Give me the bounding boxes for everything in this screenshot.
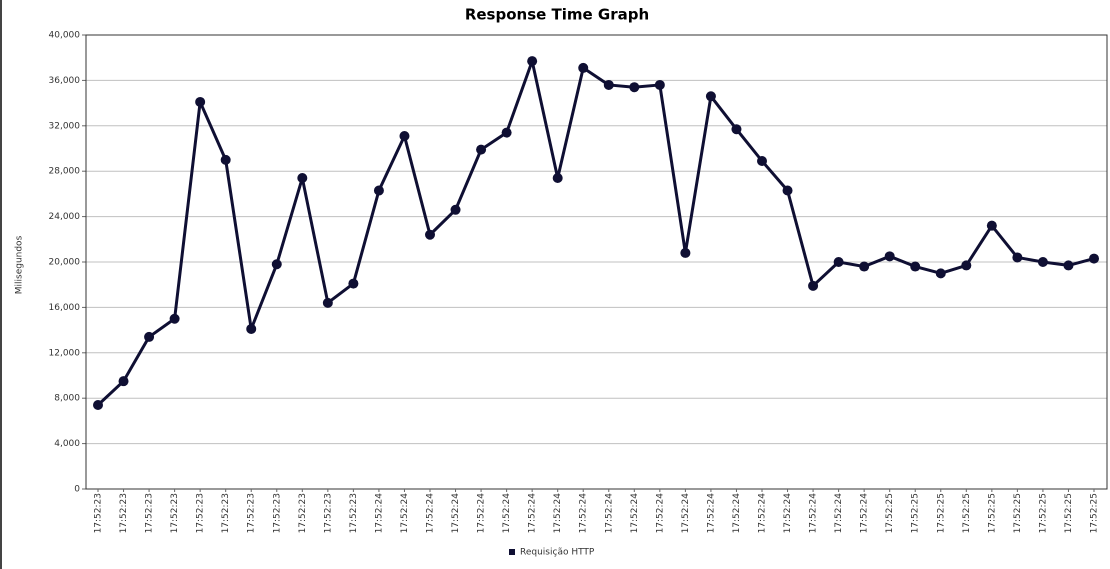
x-tick-label: 17:52:25 (1090, 493, 1100, 533)
y-tick-label: 4,000 (54, 439, 80, 449)
data-point (1012, 252, 1023, 263)
y-axis-label: Milisegundos (15, 235, 25, 294)
x-tick-label: 17:52:24 (374, 493, 384, 534)
data-point (731, 124, 742, 135)
data-point (961, 260, 972, 271)
x-tick-label: 17:52:23 (349, 493, 359, 533)
x-tick-label: 17:52:24 (681, 493, 691, 534)
data-point (782, 185, 793, 196)
x-tick-label: 17:52:24 (579, 493, 589, 534)
data-point (808, 280, 819, 291)
x-tick-label: 17:52:25 (987, 493, 997, 533)
y-tick-label: 28,000 (49, 167, 81, 177)
y-tick-label: 16,000 (49, 303, 81, 313)
data-point (910, 261, 921, 272)
y-tick-label: 24,000 (49, 212, 81, 222)
x-tick-label: 17:52:24 (502, 493, 512, 534)
data-point (884, 251, 895, 262)
x-tick-label: 17:52:24 (655, 493, 665, 534)
x-tick-label: 17:52:24 (758, 493, 768, 534)
data-point (118, 376, 129, 387)
data-point (1037, 257, 1048, 267)
y-tick-label: 0 (74, 485, 80, 495)
x-tick-label: 17:52:24 (553, 493, 563, 534)
data-point (501, 127, 512, 138)
x-tick-label: 17:52:23 (272, 493, 282, 533)
data-point (348, 278, 359, 289)
data-point (578, 62, 589, 73)
x-tick-label: 17:52:24 (783, 493, 793, 534)
chart-title: Response Time Graph (465, 6, 649, 24)
legend-swatch (509, 549, 515, 555)
data-point (144, 331, 155, 342)
x-tick-label: 17:52:23 (221, 493, 231, 533)
x-tick-label: 17:52:24 (732, 493, 742, 534)
data-point (705, 91, 716, 102)
x-tick-label: 17:52:23 (145, 493, 155, 533)
x-tick-label: 17:52:23 (196, 493, 206, 533)
plot-border (85, 34, 1108, 490)
x-tick-label: 17:52:24 (630, 493, 640, 534)
data-point (220, 154, 231, 165)
x-tick-label: 17:52:23 (119, 493, 129, 533)
y-tick-label: 36,000 (49, 76, 81, 86)
data-point (373, 185, 384, 196)
y-tick-label: 8,000 (54, 394, 80, 404)
data-point (552, 173, 563, 184)
data-point (1089, 253, 1099, 264)
x-tick-label: 17:52:24 (834, 493, 844, 534)
x-tick-label: 17:52:24 (860, 493, 870, 534)
x-tick-label: 17:52:25 (1038, 493, 1048, 533)
x-tick-label: 17:52:23 (94, 493, 104, 533)
data-point (527, 56, 538, 67)
x-tick-label: 17:52:23 (298, 493, 308, 533)
data-point (322, 297, 333, 308)
data-point (93, 400, 103, 411)
x-tick-label: 17:52:24 (477, 493, 487, 534)
y-tick-label: 32,000 (49, 121, 81, 131)
x-tick-label: 17:52:24 (426, 493, 436, 534)
data-point (450, 204, 461, 215)
data-point (629, 82, 640, 93)
data-point (1063, 260, 1074, 271)
x-tick-label: 17:52:24 (706, 493, 716, 534)
x-tick-label: 17:52:25 (1064, 493, 1074, 533)
window-edge (0, 0, 2, 569)
y-tick-label: 40,000 (49, 31, 81, 41)
data-point (935, 268, 946, 279)
data-point (603, 79, 614, 90)
data-point (680, 247, 691, 258)
legend-label: Requisição HTTP (520, 548, 595, 558)
data-point (476, 144, 487, 155)
data-point (986, 220, 997, 231)
data-point (297, 173, 308, 184)
data-point (859, 261, 870, 272)
x-tick-label: 17:52:25 (962, 493, 972, 533)
x-tick-label: 17:52:24 (400, 493, 410, 534)
data-point (654, 79, 665, 90)
data-point (169, 313, 180, 324)
x-tick-label: 17:52:24 (604, 493, 614, 534)
x-tick-label: 17:52:25 (936, 493, 946, 533)
x-tick-label: 17:52:24 (809, 493, 819, 534)
x-tick-label: 17:52:23 (170, 493, 180, 533)
data-point (246, 323, 257, 334)
data-point (271, 259, 282, 270)
x-tick-label: 17:52:25 (911, 493, 921, 533)
x-tick-label: 17:52:23 (323, 493, 333, 533)
data-point (757, 155, 767, 166)
x-tick-label: 17:52:25 (885, 493, 895, 533)
data-point (425, 229, 435, 240)
x-tick-label: 17:52:25 (1013, 493, 1023, 533)
series-line (96, 59, 1095, 407)
data-point (833, 257, 844, 267)
y-tick-label: 20,000 (49, 258, 81, 268)
x-tick-label: 17:52:23 (247, 493, 257, 533)
x-tick-label: 17:52:24 (528, 493, 538, 534)
data-point (399, 131, 410, 142)
y-tick-label: 12,000 (49, 348, 81, 358)
x-tick-label: 17:52:24 (451, 493, 461, 534)
data-point (195, 96, 206, 107)
